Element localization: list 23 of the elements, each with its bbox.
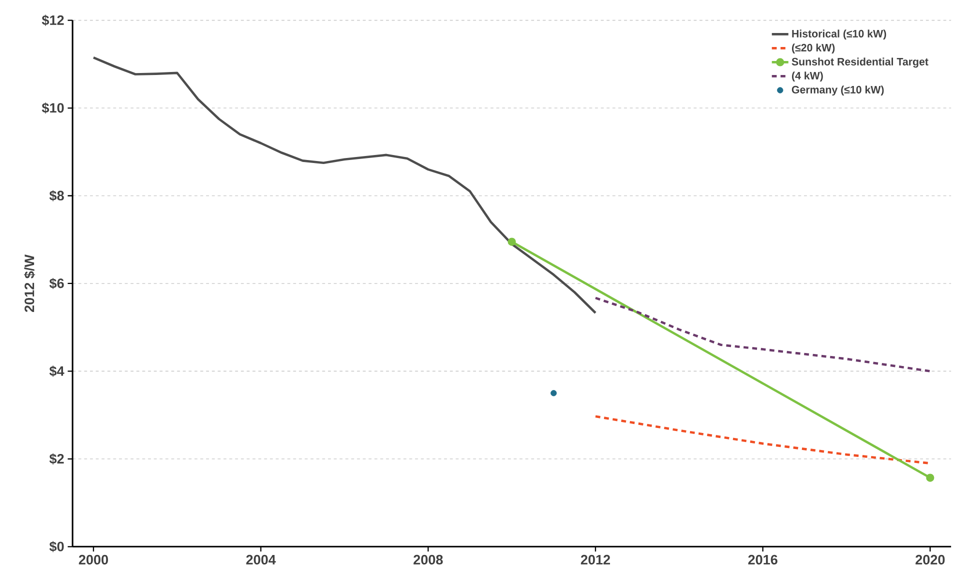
legend-label: (4 kW) xyxy=(792,71,823,82)
y-tick-label: $10 xyxy=(42,102,64,114)
y-tick-label: $2 xyxy=(49,453,64,464)
x-tick-label: 2000 xyxy=(78,554,108,564)
point xyxy=(508,238,516,246)
legend-label: Sunshot Residential Target xyxy=(792,57,928,68)
y-tick-label: $4 xyxy=(49,365,64,377)
x-tick-label: 2004 xyxy=(246,554,276,564)
x-tick-label: 2008 xyxy=(414,554,443,564)
point xyxy=(926,474,934,482)
legend-label: Germany (≤10 kW) xyxy=(792,85,884,96)
line-series xyxy=(594,296,932,372)
point xyxy=(550,390,557,396)
x-tick-label: 2020 xyxy=(916,554,945,564)
y-tick-label: $12 xyxy=(42,14,64,26)
y-axis-title: 2012 $/W xyxy=(24,254,36,312)
y-tick-label: $8 xyxy=(49,190,64,202)
legend-label: (≤20 kW) xyxy=(792,43,835,54)
y-tick-label: $0 xyxy=(49,540,64,552)
legend-label: Historical (≤10 kW) xyxy=(792,29,886,40)
y-tick-label: $6 xyxy=(49,278,64,289)
x-tick-label: 2012 xyxy=(580,554,610,564)
x-tick-label: 2016 xyxy=(748,554,778,564)
